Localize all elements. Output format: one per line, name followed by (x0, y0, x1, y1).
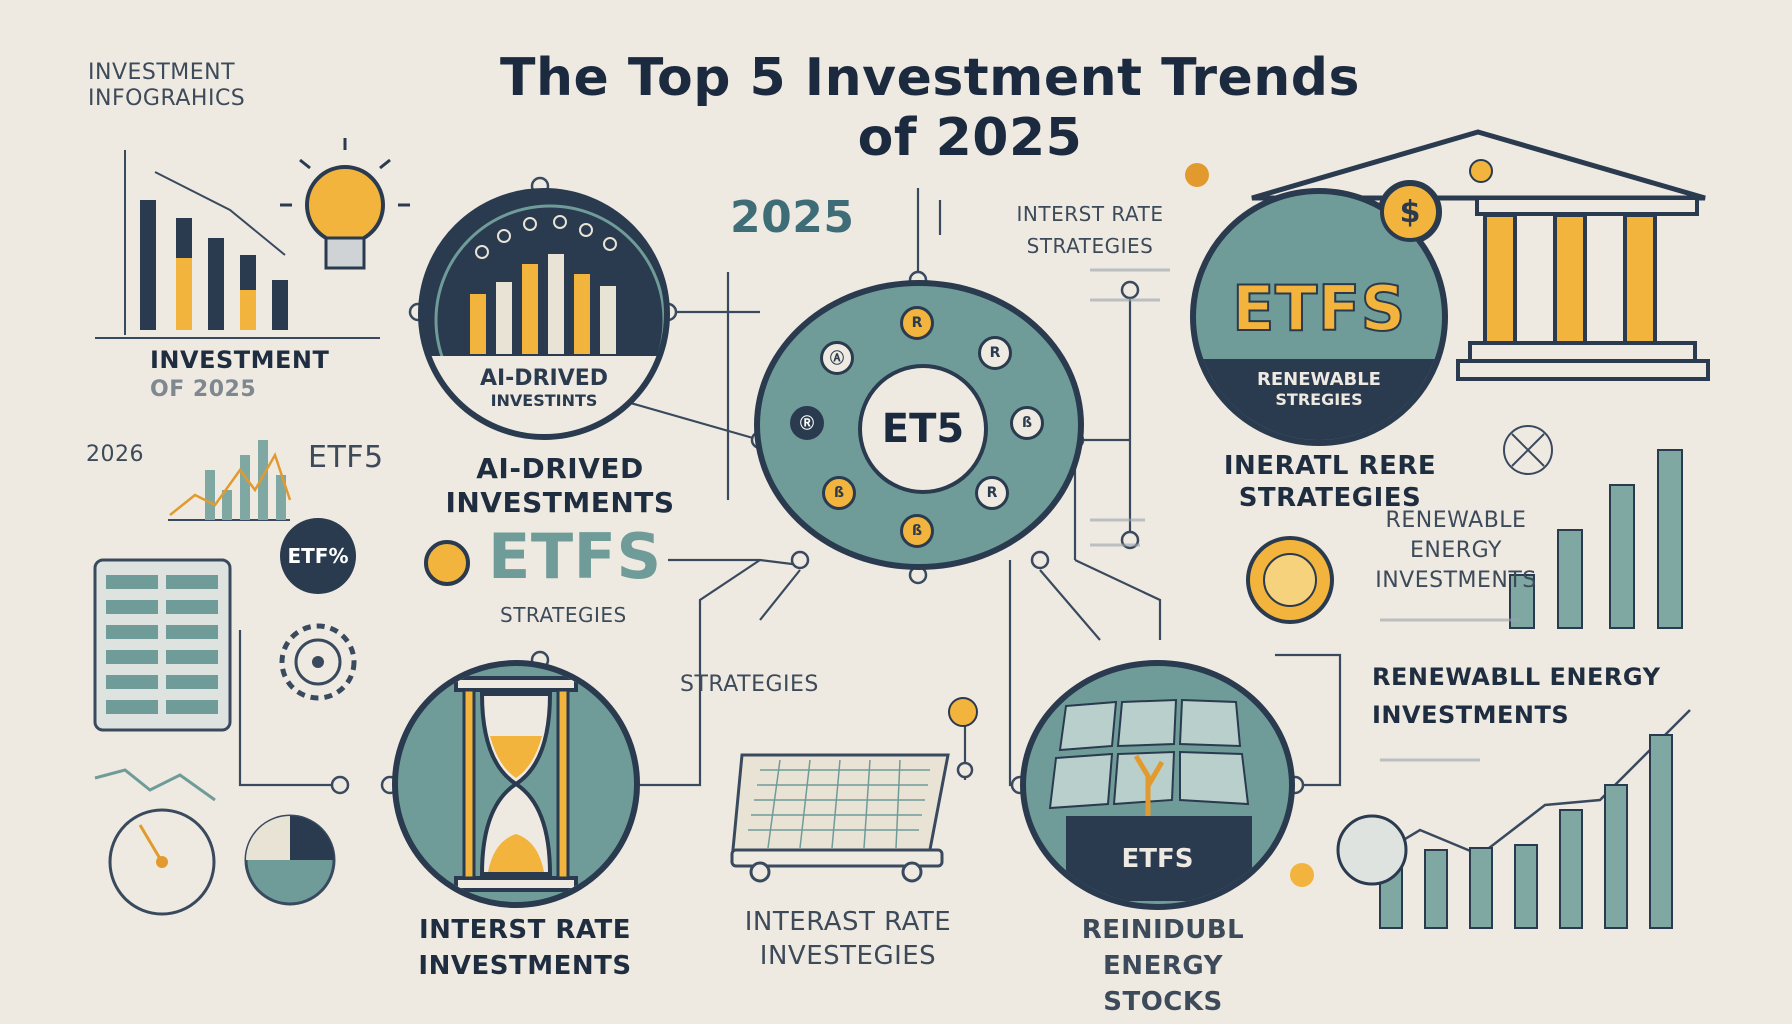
hub-icon-glyph: Ⓡ (800, 416, 814, 432)
etf-percent-badge-text: ETF% (287, 544, 349, 568)
page-title: The Top 5 Investment Trends of 2025 (480, 48, 1380, 168)
right-strategies-line-1: INERATL RERE (1223, 451, 1437, 481)
renewable-mid-line-2: ENERGY (1410, 538, 1502, 563)
interest-caption-line-1: INTERST RATE (418, 915, 632, 945)
table-icon (93, 558, 232, 732)
etfs-big-coin (424, 540, 470, 586)
solar-tree-disc: ETFS (1020, 660, 1295, 910)
hourglass-disc (392, 660, 640, 908)
lightbulb-icon (280, 138, 410, 270)
hub-icon: ß (1010, 406, 1044, 440)
hub-icon: R (978, 336, 1012, 370)
dollar-symbol: $ (1399, 194, 1421, 230)
etfs-disc-bottom (1196, 359, 1442, 440)
interest-rate-top-line-1: INTERST RATE (1016, 202, 1164, 226)
ai-disc-label: AI-DRIVED INVESTINTS (424, 356, 664, 434)
right-strategies-line-2: STRATEGIES (1238, 483, 1422, 513)
solar-tree-icon (1048, 698, 1252, 901)
etfs-big-label: ETFS (488, 520, 662, 593)
left-bar-chart (95, 150, 380, 339)
hub-icon-glyph: R (986, 485, 998, 501)
hub-icon: ß (822, 476, 856, 510)
ai-bars-graphic (434, 204, 664, 434)
reni-caption-line-2: STOCKS (1103, 987, 1223, 1017)
interast-rate-caption: INTERAST RATE INVESTEGIES (718, 905, 978, 973)
left-chart-caption-line-1: INVESTMENT (150, 346, 330, 374)
interest-rate-top: INTERST RATE STRATEGIES (990, 198, 1190, 262)
gear-icon (279, 623, 357, 701)
solar-disc-label: ETFS (1121, 844, 1194, 874)
year-2026-label: 2026 (86, 442, 144, 467)
corner-heading: INVESTMENT INFOGRAHICS (88, 60, 245, 112)
wave-line (94, 768, 216, 802)
renewable-low-line-1: RENEWABLL ENERGY (1372, 663, 1661, 691)
right-bar-chart (1509, 449, 1683, 629)
central-hub: ET5 Ⓐ R R Ⓡ ß ß ß R (754, 280, 1084, 570)
bank-building-icon (1250, 129, 1710, 381)
x-circle-icon (1503, 425, 1553, 475)
hub-icon-glyph: R (989, 345, 1001, 361)
hub-icon-glyph: ß (911, 523, 923, 539)
corner-heading-line-1: INVESTMENT (88, 60, 236, 85)
etfs-disc-sub-line-1: RENEWABLE (1257, 369, 1381, 390)
left-chart-caption: INVESTMENT OF 2025 (150, 345, 329, 405)
reni-caption-line-1: REINIDUBL ENERGY (1081, 915, 1245, 981)
hub-icon-glyph: ß (1021, 415, 1033, 431)
hub-center-label: ET5 (881, 406, 965, 452)
interest-rate-top-line-2: STRATEGIES (1026, 234, 1154, 258)
hub-icon: Ⓡ (790, 406, 824, 440)
etf-small-label: ETF5 (308, 440, 384, 475)
dollar-coin-icon: $ (1380, 182, 1440, 242)
title-line-1: The Top 5 Investment Trends (500, 48, 1360, 108)
hub-icon-glyph: ß (833, 485, 845, 501)
right-strategies-caption: INERATL RERE STRATEGIES (1200, 450, 1460, 514)
ai-caption-line-1: AI-DRIVED (476, 452, 644, 485)
etf-percent-badge: ETF% (280, 518, 356, 594)
ai-disc-label-line-1: AI-DRIVED (479, 366, 609, 391)
hub-icon: ß (900, 514, 934, 548)
etfs-disc-title: ETFS (1231, 271, 1406, 346)
hub-icon-glyph: Ⓐ (830, 351, 844, 367)
hub-icon: R (975, 476, 1009, 510)
etfs-disc-sub-line-2: STREGIES (1275, 390, 1363, 409)
small-line-chart (168, 440, 292, 521)
interest-investments-caption: INTERST RATE INVESTMENTS (390, 912, 660, 984)
ai-caption: AI-DRIVED INVESTMENTS (430, 452, 690, 520)
etfs-disc-sub: RENEWABLE STREGIES (1196, 369, 1442, 409)
interast-caption-line-1: INTERAST RATE (744, 907, 952, 937)
left-chart-caption-line-2: OF 2025 (150, 377, 257, 402)
growth-chart (1369, 709, 1691, 929)
hub-icon-glyph: R (911, 315, 923, 331)
hub-icon: Ⓐ (820, 341, 854, 375)
gauge-icon (108, 808, 216, 916)
year-badge: 2025 (730, 192, 855, 243)
pie-icon (244, 814, 336, 906)
hub-icon: R (900, 306, 934, 340)
hourglass-icon (454, 676, 578, 892)
renewable-low-line-2: INVESTMENTS (1372, 701, 1570, 729)
reni-energy-caption: REINIDUBL ENERGY STOCKS (1018, 912, 1308, 1020)
hub-icon-ring: Ⓐ R R Ⓡ ß ß ß R (760, 286, 1078, 564)
interest-caption-line-2: INVESTMENTS (418, 951, 632, 981)
title-line-2: of 2025 (857, 108, 1083, 168)
ai-driven-disc: AI-DRIVED INVESTINTS (418, 188, 670, 440)
hub-center-circle: ET5 (858, 364, 988, 494)
solar-panel-icon (730, 753, 950, 883)
strategies-mid-label: STRATEGIES (680, 672, 819, 697)
ai-disc-label-line-2: INVESTINTS (490, 391, 598, 410)
renewable-low-caption: RENEWABLL ENERGY INVESTMENTS (1372, 658, 1660, 734)
corner-heading-line-2: INFOGRAHICS (88, 86, 246, 111)
interast-caption-line-2: INVESTEGIES (759, 941, 937, 971)
strategies-small-label: STRATEGIES (500, 603, 627, 627)
ai-caption-line-2: INVESTMENTS (445, 486, 675, 519)
renewable-mid-line-1: RENEWABLE (1385, 508, 1527, 533)
renewable-mid-line-3: INVESTMENTS (1375, 568, 1537, 593)
renewable-mid-caption: RENEWABLE ENERGY INVESTMENTS (1366, 506, 1546, 596)
